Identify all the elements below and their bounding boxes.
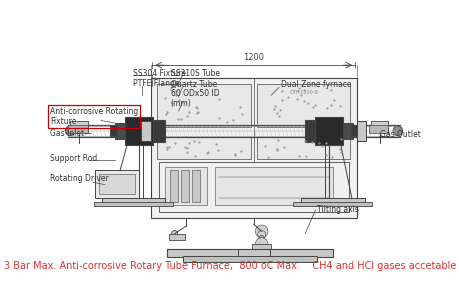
Circle shape xyxy=(237,173,245,181)
Bar xyxy=(166,249,332,257)
Bar xyxy=(314,117,342,145)
Bar xyxy=(99,174,135,194)
Bar xyxy=(67,125,87,133)
Circle shape xyxy=(392,126,402,136)
Bar xyxy=(141,121,151,141)
Bar xyxy=(165,166,207,205)
Bar xyxy=(252,244,270,249)
Bar xyxy=(95,170,139,198)
Bar xyxy=(342,123,352,139)
Circle shape xyxy=(257,231,265,238)
Bar xyxy=(370,121,387,132)
Bar xyxy=(94,202,173,206)
Text: Support Rod: Support Rod xyxy=(50,154,97,163)
Bar xyxy=(180,170,189,202)
Circle shape xyxy=(289,194,297,202)
Bar xyxy=(356,121,365,141)
Bar xyxy=(214,166,332,205)
Bar xyxy=(191,170,200,202)
Circle shape xyxy=(321,124,336,138)
Bar xyxy=(151,78,356,218)
Bar xyxy=(115,123,124,139)
Circle shape xyxy=(255,238,268,250)
Bar xyxy=(70,121,87,132)
Bar xyxy=(350,125,357,136)
Text: Gas Outlet: Gas Outlet xyxy=(380,130,420,139)
Circle shape xyxy=(255,225,268,238)
Circle shape xyxy=(255,173,263,181)
Circle shape xyxy=(237,194,245,202)
Text: 60 ODx50 ID
(mm): 60 ODx50 ID (mm) xyxy=(170,89,219,108)
Text: OTF-1200-8: OTF-1200-8 xyxy=(289,90,317,95)
Bar xyxy=(257,137,350,159)
Circle shape xyxy=(257,237,265,245)
Text: SS310S Tube: SS310S Tube xyxy=(170,69,219,77)
Text: Tilting axis: Tilting axis xyxy=(316,206,358,215)
Bar xyxy=(301,198,364,203)
Circle shape xyxy=(220,173,228,181)
Circle shape xyxy=(272,194,280,202)
Text: Quartz Tube: Quartz Tube xyxy=(170,80,216,89)
Bar xyxy=(110,125,117,136)
Text: Anti-corrosive Rotating
Fixture: Anti-corrosive Rotating Fixture xyxy=(50,107,138,126)
Text: PTFE Flange: PTFE Flange xyxy=(133,79,179,88)
Bar xyxy=(304,120,314,142)
Text: Dual Zone fyrnace: Dual Zone fyrnace xyxy=(281,80,351,89)
Bar xyxy=(293,202,372,206)
Bar xyxy=(168,234,185,240)
Circle shape xyxy=(272,173,280,181)
Text: 1200: 1200 xyxy=(243,53,263,62)
Bar xyxy=(153,120,165,142)
Text: Rotating Driver: Rotating Driver xyxy=(50,174,109,183)
Circle shape xyxy=(289,173,297,181)
Circle shape xyxy=(255,194,263,202)
Bar xyxy=(158,162,348,211)
Bar xyxy=(124,117,153,145)
Text: SS304 Fixture: SS304 Fixture xyxy=(133,69,186,77)
Bar xyxy=(182,256,316,262)
Circle shape xyxy=(65,126,75,136)
Circle shape xyxy=(259,235,263,240)
Circle shape xyxy=(132,124,146,138)
Circle shape xyxy=(171,231,177,237)
Circle shape xyxy=(220,194,228,202)
Text: Gas Inlet: Gas Inlet xyxy=(50,129,84,138)
Bar xyxy=(369,125,387,133)
Bar xyxy=(157,84,250,127)
Bar xyxy=(169,170,177,202)
Bar xyxy=(101,198,165,203)
Text: 3 Bar Max. Anti-corrosive Rotary Tube Furnace,  800 oC Max.    CH4 and HCl gases: 3 Bar Max. Anti-corrosive Rotary Tube Fu… xyxy=(4,261,455,271)
Bar xyxy=(257,84,350,127)
Bar xyxy=(157,137,250,159)
